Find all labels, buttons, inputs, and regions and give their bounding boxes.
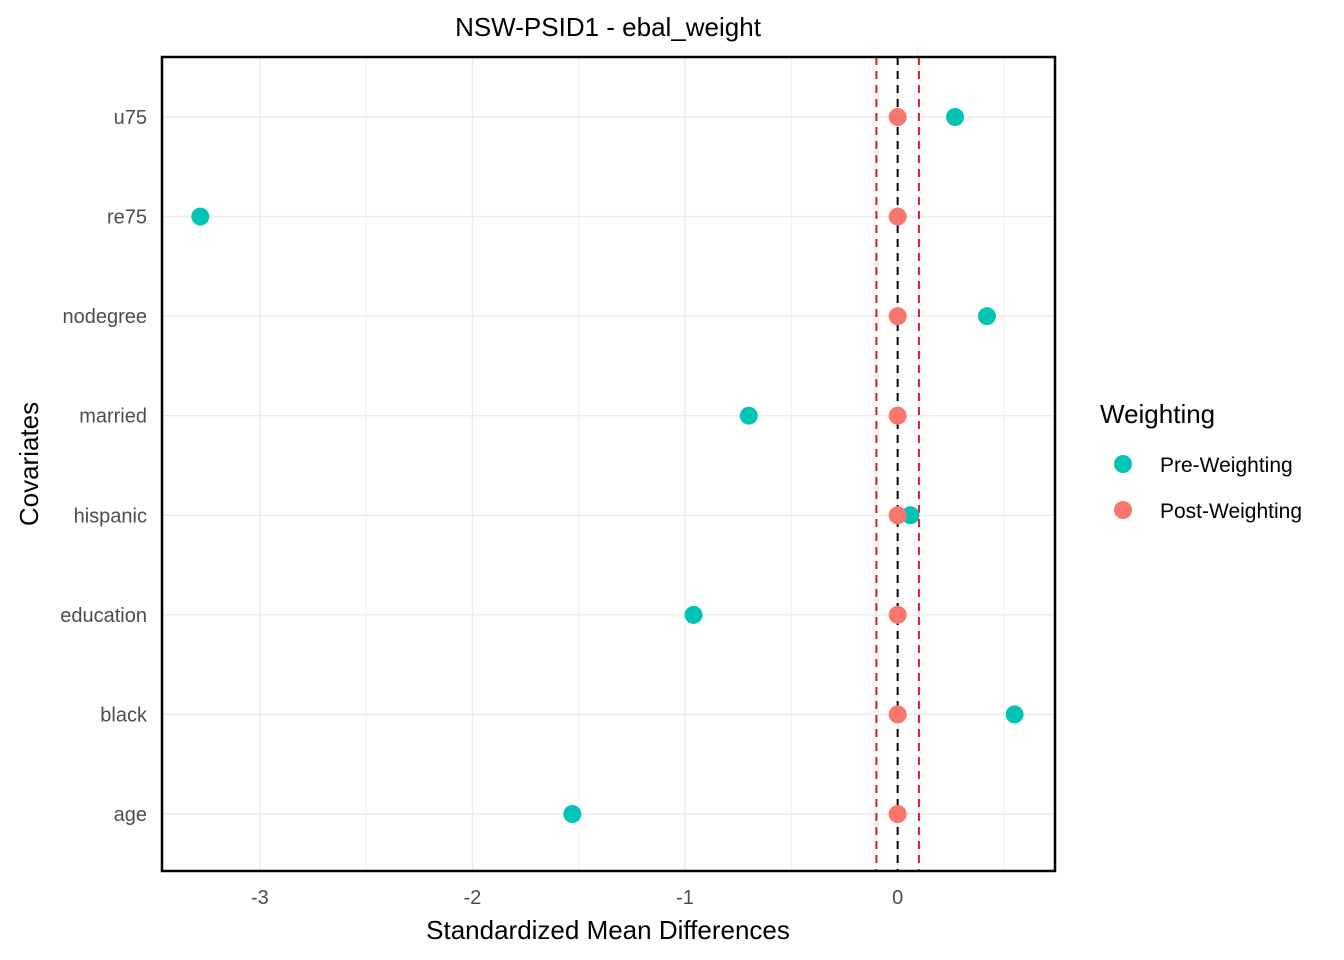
point-post-weighting-education: [888, 605, 907, 624]
x-tick-labels: -3 -2 -1 0: [251, 887, 903, 909]
x-tick-label: -2: [464, 887, 482, 909]
point-pre-weighting-black: [1005, 705, 1024, 724]
y-tick-label: hispanic: [74, 505, 147, 527]
y-tick-label: black: [100, 704, 148, 726]
x-tick-label: -3: [251, 887, 269, 909]
point-pre-weighting-education: [684, 605, 703, 624]
y-tick-labels: age black education hispanic married nodegree…: [60, 107, 148, 826]
x-tick-label: 0: [892, 887, 903, 909]
y-axis-title: Covariates: [14, 402, 44, 526]
legend-label-pre-weighting: Pre-Weighting: [1160, 454, 1293, 477]
y-tick-label: married: [79, 406, 147, 428]
x-tick-label: -1: [676, 887, 694, 909]
chart-title: NSW-PSID1 - ebal_weight: [455, 12, 762, 42]
point-pre-weighting-re75: [191, 207, 210, 226]
y-tick-label: age: [114, 804, 147, 826]
y-tick-label: education: [60, 605, 147, 627]
reference-lines: [875, 57, 920, 871]
data-points: [191, 108, 1024, 823]
point-post-weighting-u75: [888, 108, 907, 126]
point-pre-weighting-hispanic: [901, 506, 920, 525]
y-tick-label: re75: [107, 207, 147, 229]
legend-key-pre-weighting: [1114, 455, 1132, 473]
point-pre-weighting-nodegree: [977, 307, 996, 326]
legend: Weighting Pre-Weighting Post-Weighting: [1100, 399, 1302, 523]
plot-border: [160, 55, 1057, 873]
point-post-weighting-hispanic: [888, 506, 907, 525]
point-post-weighting-age: [888, 805, 907, 823]
point-post-weighting-re75: [888, 207, 907, 226]
point-post-weighting-nodegree: [888, 307, 907, 326]
point-pre-weighting-age: [563, 805, 582, 823]
grid: [162, 57, 1055, 871]
point-post-weighting-married: [888, 406, 907, 425]
legend-key-post-weighting: [1114, 501, 1132, 519]
point-pre-weighting-married: [739, 406, 758, 425]
y-tick-label: nodegree: [62, 306, 147, 328]
y-tick-label: u75: [114, 107, 147, 129]
point-pre-weighting-u75: [946, 108, 965, 126]
x-axis-title: Standardized Mean Differences: [426, 915, 790, 945]
legend-title: Weighting: [1100, 399, 1215, 429]
legend-label-post-weighting: Post-Weighting: [1160, 500, 1302, 523]
point-post-weighting-black: [888, 705, 907, 724]
